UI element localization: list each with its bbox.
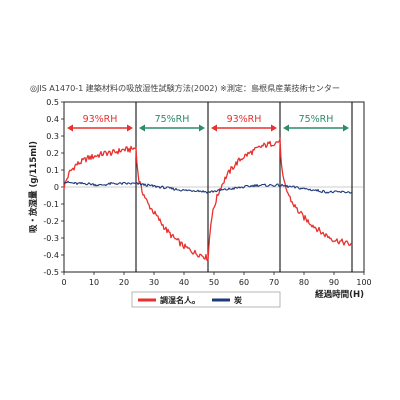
x-tick-label-6: 60 <box>239 278 249 287</box>
phase-label-0: 93%RH <box>83 114 118 125</box>
x-tick-label-4: 40 <box>179 278 189 287</box>
y-tick-label-3: 0.2 <box>46 149 59 158</box>
x-tick-label-0: 0 <box>61 278 66 287</box>
x-tick-label-5: 50 <box>209 278 219 287</box>
x-tick-label-9: 90 <box>329 278 339 287</box>
test-method-note: ◎JIS A1470-1 建築材料の吸放湿性試験方法(2002) ※測定：島根県… <box>30 83 340 93</box>
phase-arrow-left-head-1 <box>139 124 145 132</box>
series-line-1 <box>64 180 353 194</box>
x-tick-label-10: 100 <box>356 278 371 287</box>
phase-label-3: 75%RH <box>299 114 334 125</box>
phase-arrow-right-head-1 <box>199 124 205 132</box>
y-tick-label-4: 0.1 <box>46 166 59 175</box>
x-axis-title: 経過時間(H) <box>315 289 364 300</box>
phase-arrow-right-head-0 <box>127 124 133 132</box>
phase-label-1: 75%RH <box>155 114 190 125</box>
phase-arrow-left-head-2 <box>211 124 217 132</box>
y-tick-label-6: -0.1 <box>43 200 59 209</box>
phase-arrow-left-head-0 <box>67 124 73 132</box>
phase-label-2: 93%RH <box>227 114 262 125</box>
phase-arrow-left-head-3 <box>283 124 289 132</box>
legend-label-0: 調湿名人。 <box>160 295 200 305</box>
y-tick-label-10: -0.5 <box>43 268 59 277</box>
legend-box <box>131 291 281 308</box>
y-tick-label-9: -0.4 <box>43 251 59 260</box>
y-tick-label-2: 0.3 <box>46 132 59 141</box>
x-tick-label-7: 70 <box>269 278 279 287</box>
y-tick-label-7: -0.2 <box>43 217 59 226</box>
y-tick-label-0: 0.5 <box>46 98 59 107</box>
phase-arrow-right-head-3 <box>343 124 349 132</box>
y-tick-label-8: -0.3 <box>43 234 59 243</box>
x-tick-label-3: 30 <box>149 278 159 287</box>
x-tick-label-8: 80 <box>299 278 309 287</box>
y-axis-title: 吸・放湿量 (g/115ml) <box>28 141 39 233</box>
y-tick-label-5: 0 <box>54 183 59 192</box>
x-tick-label-2: 20 <box>119 278 129 287</box>
x-tick-label-1: 10 <box>89 278 99 287</box>
y-tick-label-1: 0.4 <box>46 115 59 124</box>
series-line-0 <box>63 137 353 262</box>
phase-arrow-right-head-2 <box>271 124 277 132</box>
legend-label-1: 炭 <box>233 295 242 305</box>
